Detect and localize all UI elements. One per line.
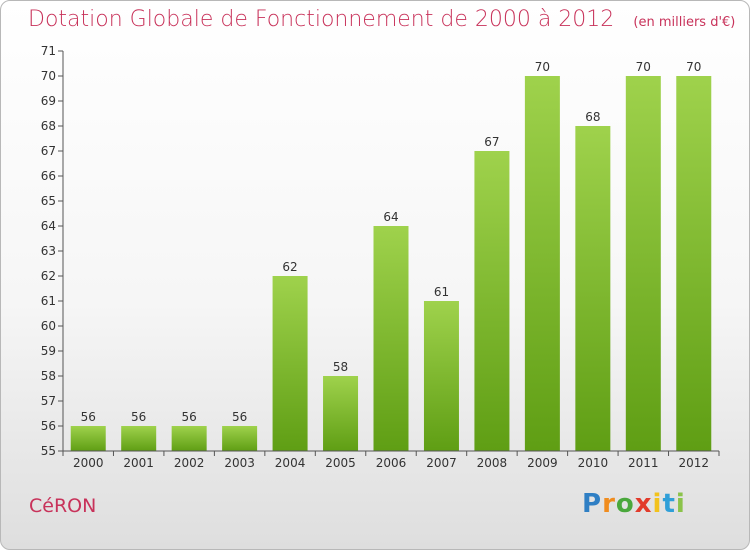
data-label: 58 <box>333 360 348 374</box>
logo-letter: i <box>675 489 686 519</box>
x-tick-label: 2002 <box>174 456 205 470</box>
data-label: 68 <box>585 110 600 124</box>
bar <box>70 426 106 451</box>
y-tick-label: 63 <box>41 244 56 258</box>
bar <box>272 276 308 451</box>
y-tick-label: 62 <box>41 269 56 283</box>
bars: 56 56 56 56 62 58 64 61 67 70 68 70 70 <box>70 60 712 451</box>
y-tick-label: 59 <box>41 344 56 358</box>
x-tick-label: 2006 <box>376 456 407 470</box>
bar <box>575 126 611 451</box>
chart-title: Dotation Globale de Fonctionnement de 20… <box>28 7 735 32</box>
bar <box>121 426 157 451</box>
x-tick-label: 2000 <box>73 456 104 470</box>
x-axis: 2000 2001 2002 2003 2004 2005 2006 2007 2008 2009… <box>62 450 720 470</box>
y-tick-label: 61 <box>41 294 56 308</box>
data-label: 70 <box>636 60 651 74</box>
logo-letter: x <box>634 489 653 519</box>
bar <box>323 376 359 451</box>
x-tick-label: 2004 <box>275 456 306 470</box>
y-tick-label: 58 <box>41 369 56 383</box>
x-tick-label: 2003 <box>224 456 255 470</box>
bar <box>676 76 712 451</box>
y-tick-label: 67 <box>41 144 56 158</box>
y-tick-label: 70 <box>41 69 56 83</box>
data-label: 56 <box>131 410 146 424</box>
y-tick-label: 57 <box>41 394 56 408</box>
y-tick-label: 66 <box>41 169 56 183</box>
x-tick-label: 2008 <box>477 456 508 470</box>
y-tick-label: 60 <box>41 319 56 333</box>
bar <box>423 301 459 451</box>
data-label: 56 <box>182 410 197 424</box>
bar <box>222 426 258 451</box>
y-axis: 55 56 57 58 59 60 61 62 63 64 65 66 67 68 69 70 71 <box>41 44 64 458</box>
logo-letter: o <box>615 489 635 519</box>
x-tick-label: 2011 <box>628 456 659 470</box>
y-tick-label: 71 <box>41 44 56 58</box>
x-tick-label: 2005 <box>325 456 356 470</box>
data-label: 56 <box>81 410 96 424</box>
x-tick-label: 2010 <box>578 456 609 470</box>
x-tick-label: 2001 <box>123 456 154 470</box>
title-text: Dotation Globale de Fonctionnement de 20… <box>28 7 615 32</box>
data-label: 70 <box>686 60 701 74</box>
data-label: 67 <box>484 135 499 149</box>
title-unit: (en milliers d'€) <box>633 15 736 30</box>
data-label: 56 <box>232 410 247 424</box>
y-tick-label: 56 <box>41 419 56 433</box>
bar <box>524 76 560 451</box>
x-tick-label: 2012 <box>678 456 709 470</box>
data-label: 62 <box>282 260 297 274</box>
data-label: 61 <box>434 285 449 299</box>
logo-letter: r <box>602 489 616 519</box>
proxiti-logo: Proxiti <box>582 489 686 519</box>
bar <box>373 226 409 451</box>
data-label: 70 <box>535 60 550 74</box>
bar <box>171 426 207 451</box>
x-tick-label: 2007 <box>426 456 457 470</box>
bar <box>625 76 661 451</box>
commune-name: CéRON <box>29 495 97 517</box>
bar <box>474 151 510 451</box>
y-tick-label: 69 <box>41 94 56 108</box>
y-tick-label: 55 <box>41 444 56 458</box>
logo-letter: P <box>582 489 603 519</box>
y-tick-label: 64 <box>41 219 56 233</box>
data-label: 64 <box>383 210 398 224</box>
logo-letter: i <box>652 489 663 519</box>
y-tick-label: 65 <box>41 194 56 208</box>
x-tick-label: 2009 <box>527 456 558 470</box>
logo-letter: t <box>662 489 676 519</box>
y-tick-label: 68 <box>41 119 56 133</box>
